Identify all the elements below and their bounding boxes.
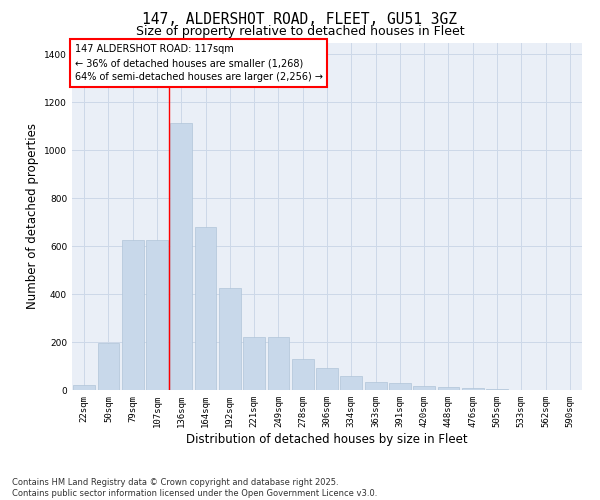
Bar <box>486 389 508 390</box>
Bar <box>437 387 460 390</box>
Bar <box>122 240 143 390</box>
Y-axis label: Number of detached properties: Number of detached properties <box>26 123 38 309</box>
Bar <box>243 338 265 390</box>
Bar <box>316 368 338 390</box>
Bar <box>194 227 217 390</box>
Bar <box>413 386 435 390</box>
Text: Contains HM Land Registry data © Crown copyright and database right 2025.
Contai: Contains HM Land Registry data © Crown c… <box>12 478 377 498</box>
Text: 147 ALDERSHOT ROAD: 117sqm
← 36% of detached houses are smaller (1,268)
64% of s: 147 ALDERSHOT ROAD: 117sqm ← 36% of deta… <box>74 44 323 82</box>
Bar <box>219 288 241 390</box>
Text: Size of property relative to detached houses in Fleet: Size of property relative to detached ho… <box>136 25 464 38</box>
X-axis label: Distribution of detached houses by size in Fleet: Distribution of detached houses by size … <box>186 432 468 446</box>
Bar <box>97 344 119 390</box>
Bar <box>389 383 411 390</box>
Text: 147, ALDERSHOT ROAD, FLEET, GU51 3GZ: 147, ALDERSHOT ROAD, FLEET, GU51 3GZ <box>143 12 458 28</box>
Bar <box>268 338 289 390</box>
Bar <box>170 123 192 390</box>
Bar <box>292 359 314 390</box>
Bar <box>73 385 95 390</box>
Bar <box>462 388 484 390</box>
Bar <box>146 240 168 390</box>
Bar <box>365 382 386 390</box>
Bar <box>340 376 362 390</box>
